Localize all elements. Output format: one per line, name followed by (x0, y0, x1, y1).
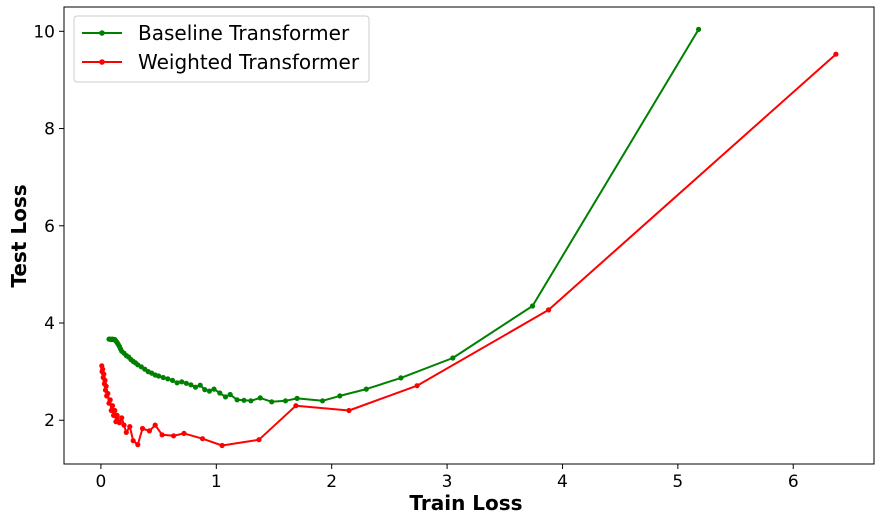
series-0 (106, 26, 702, 405)
data-point (241, 397, 247, 403)
plot-frame (63, 6, 875, 465)
y-tick-label: 2 (44, 411, 55, 431)
data-point (130, 438, 136, 444)
data-point (202, 387, 208, 393)
data-point (256, 437, 262, 443)
data-point (211, 386, 217, 392)
data-point (127, 424, 133, 430)
data-point (319, 398, 326, 404)
data-point (529, 303, 536, 309)
data-point (282, 398, 289, 404)
y-tick-label: 6 (44, 217, 55, 237)
data-point (269, 399, 275, 405)
data-point (546, 307, 552, 313)
x-axis-label: Train Loss (409, 491, 522, 515)
data-point (206, 388, 212, 394)
y-axis-ticks: 2 4 6 8 10 (33, 22, 64, 431)
y-axis-label: Test Loss (7, 184, 31, 287)
legend-box (73, 15, 370, 83)
data-point (294, 395, 300, 401)
data-point (108, 407, 114, 414)
data-point (197, 382, 203, 388)
x-tick-label: 3 (442, 472, 453, 492)
legend-label-weighted: Weighted Transformer (138, 50, 360, 74)
data-point (199, 436, 206, 442)
data-point (188, 382, 194, 388)
data-point (346, 407, 352, 414)
data-point (337, 393, 343, 399)
data-point (121, 422, 127, 428)
x-tick-label: 2 (326, 472, 337, 492)
legend-marker-baseline (99, 30, 105, 36)
x-tick-label: 6 (788, 472, 799, 492)
data-point (222, 394, 229, 400)
data-point (152, 422, 158, 428)
data-point (192, 384, 199, 390)
data-point (171, 433, 177, 439)
data-point (100, 374, 106, 381)
data-point (414, 383, 420, 389)
data-point (159, 432, 165, 438)
data-point (135, 442, 141, 448)
data-point (450, 355, 456, 361)
y-tick-label: 8 (44, 120, 55, 140)
data-point (248, 398, 254, 404)
data-point (165, 376, 171, 382)
x-tick-label: 0 (96, 472, 107, 492)
x-tick-label: 4 (557, 472, 568, 492)
data-point (257, 395, 263, 401)
data-point (146, 428, 152, 434)
data-point (179, 379, 185, 385)
data-point (160, 374, 166, 381)
data-point (139, 425, 146, 432)
series-layer (99, 26, 839, 449)
data-point (104, 393, 110, 399)
data-point (113, 419, 119, 425)
data-point (183, 380, 189, 386)
series-1 (99, 51, 839, 449)
data-point (293, 403, 299, 409)
x-axis-ticks: 0 1 2 3 4 5 6 (96, 464, 799, 492)
data-point (696, 26, 702, 32)
legend-marker-weighted (99, 59, 105, 65)
legend: Baseline Transformer Weighted Transforme… (73, 15, 370, 83)
data-point (123, 429, 129, 435)
data-point (398, 375, 404, 381)
data-point (119, 415, 125, 421)
data-point (217, 390, 223, 396)
x-tick-label: 5 (672, 472, 683, 492)
data-point (102, 387, 109, 393)
x-tick-label: 1 (211, 472, 222, 492)
y-tick-label: 10 (33, 22, 55, 42)
data-point (219, 442, 225, 449)
data-point (363, 386, 369, 392)
data-point (234, 397, 240, 403)
data-point (111, 412, 117, 418)
data-point (101, 381, 107, 387)
data-point (169, 377, 176, 383)
y-tick-label: 4 (44, 314, 55, 334)
legend-label-baseline: Baseline Transformer (138, 21, 350, 45)
data-point (227, 391, 233, 398)
data-point (99, 369, 105, 375)
data-point (106, 400, 112, 406)
data-point (181, 430, 187, 436)
data-point (174, 380, 180, 386)
data-point (106, 336, 112, 342)
data-point (99, 363, 105, 369)
data-point (833, 51, 839, 57)
